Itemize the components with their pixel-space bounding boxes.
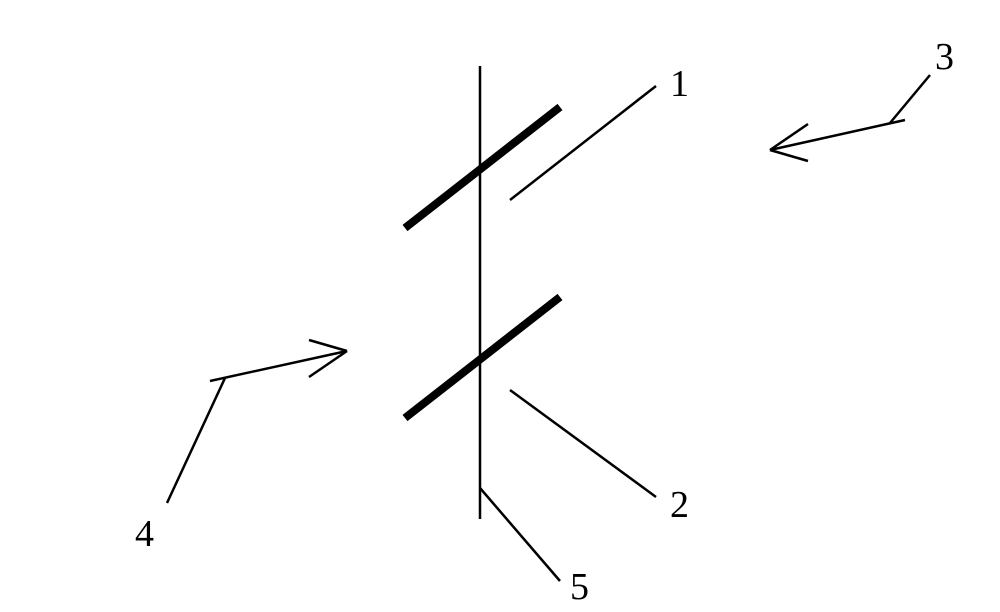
leader-line-4 [167,378,225,503]
callout-label-5: 5 [570,565,589,609]
callout-label-2: 2 [670,483,689,527]
callout-label-4: 4 [135,512,154,556]
leader-line-1 [510,86,656,200]
callout-label-1: 1 [670,62,689,106]
diagonal-element-2 [405,297,560,418]
leader-line-5 [480,488,560,581]
leader-line-2 [510,390,656,497]
arrow-4-head-a [309,340,347,351]
arrow-3-head-b [770,150,808,161]
leader-line-3 [890,75,930,123]
diagonal-element-1 [405,107,560,228]
callout-label-3: 3 [935,35,954,79]
